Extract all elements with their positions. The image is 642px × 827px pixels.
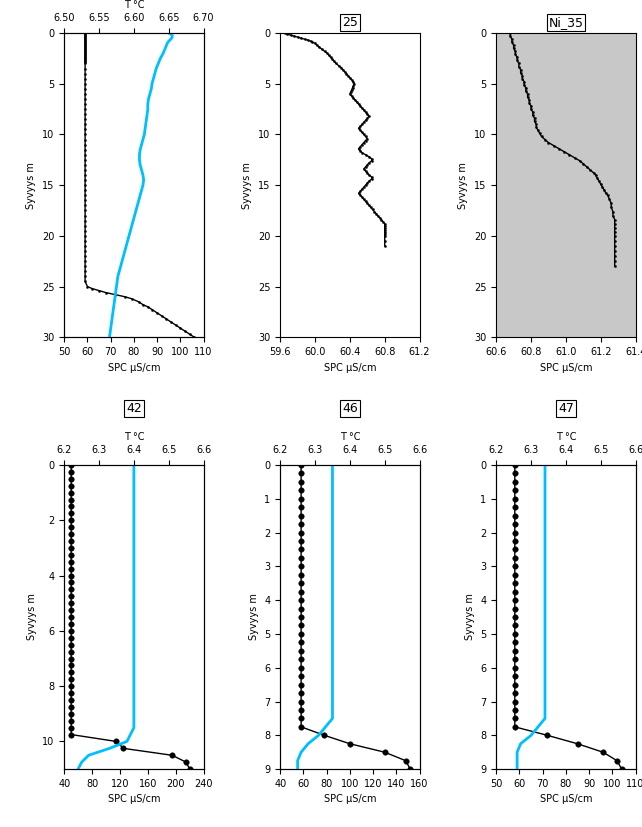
Y-axis label: Syvyys m: Syvyys m	[465, 594, 474, 640]
Y-axis label: Syvyys m: Syvyys m	[27, 594, 37, 640]
X-axis label: SPC µS/cm: SPC µS/cm	[108, 362, 160, 372]
X-axis label: SPC µS/cm: SPC µS/cm	[324, 362, 376, 372]
X-axis label: SPC µS/cm: SPC µS/cm	[540, 362, 592, 372]
X-axis label: T °C: T °C	[555, 432, 576, 442]
X-axis label: T °C: T °C	[124, 0, 144, 10]
X-axis label: T °C: T °C	[124, 432, 144, 442]
Title: 25: 25	[342, 17, 358, 29]
Y-axis label: Syvyys m: Syvyys m	[26, 162, 37, 208]
Title: 42: 42	[126, 402, 142, 415]
X-axis label: T °C: T °C	[340, 432, 360, 442]
X-axis label: SPC µS/cm: SPC µS/cm	[108, 795, 160, 805]
X-axis label: SPC µS/cm: SPC µS/cm	[324, 795, 376, 805]
Title: Ni_35: Ni_35	[548, 17, 584, 29]
Y-axis label: Syvyys m: Syvyys m	[458, 162, 469, 208]
Title: 46: 46	[342, 402, 358, 415]
Y-axis label: Syvyys m: Syvyys m	[243, 162, 252, 208]
Y-axis label: Syvyys m: Syvyys m	[248, 594, 259, 640]
Title: 47: 47	[558, 402, 574, 415]
X-axis label: SPC µS/cm: SPC µS/cm	[540, 795, 592, 805]
